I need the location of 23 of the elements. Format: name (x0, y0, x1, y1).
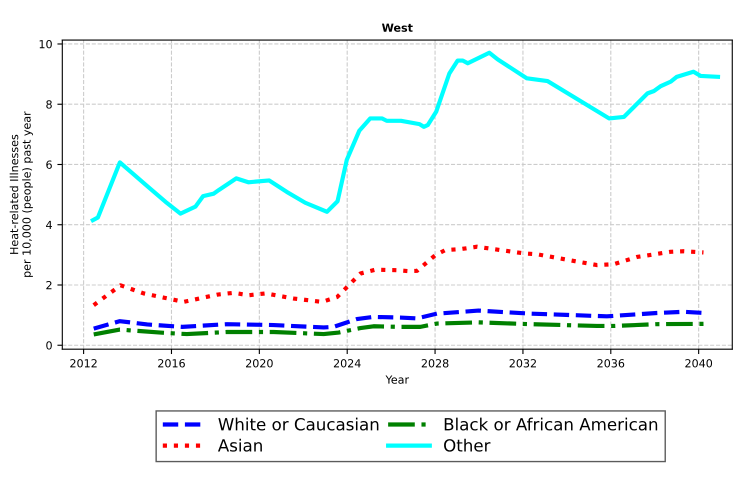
legend-label: Asian (218, 438, 262, 452)
x-tick-label: 2016 (158, 359, 185, 368)
x-tick-label: 2020 (246, 359, 273, 368)
x-axis-title: Year (386, 376, 410, 384)
legend-label: Other (444, 438, 490, 452)
y-tick-label: 10 (40, 40, 52, 48)
x-tick-label: 2036 (597, 359, 624, 368)
y-tick-label: 0 (46, 341, 52, 350)
y-tick-label: 8 (46, 100, 52, 109)
y-tick-label: 6 (46, 160, 52, 169)
y-tick-label: 4 (46, 220, 52, 229)
legend-label: Black or African American (444, 418, 658, 431)
chart-title: West (382, 24, 413, 32)
x-tick-label: 2012 (70, 359, 97, 368)
x-tick-label: 2032 (510, 359, 536, 368)
y-tick-label: 2 (46, 280, 52, 290)
line-series (90, 50, 720, 222)
line-series (92, 244, 706, 308)
x-tick-label: 2024 (334, 359, 361, 368)
x-tick-label: 2040 (685, 359, 712, 368)
x-tick-label: 2028 (422, 359, 448, 368)
y-axis-title: Heat-related Illnesses per 10,000 (people) past year (10, 111, 33, 277)
legend-label: White or Caucasian (218, 418, 378, 431)
